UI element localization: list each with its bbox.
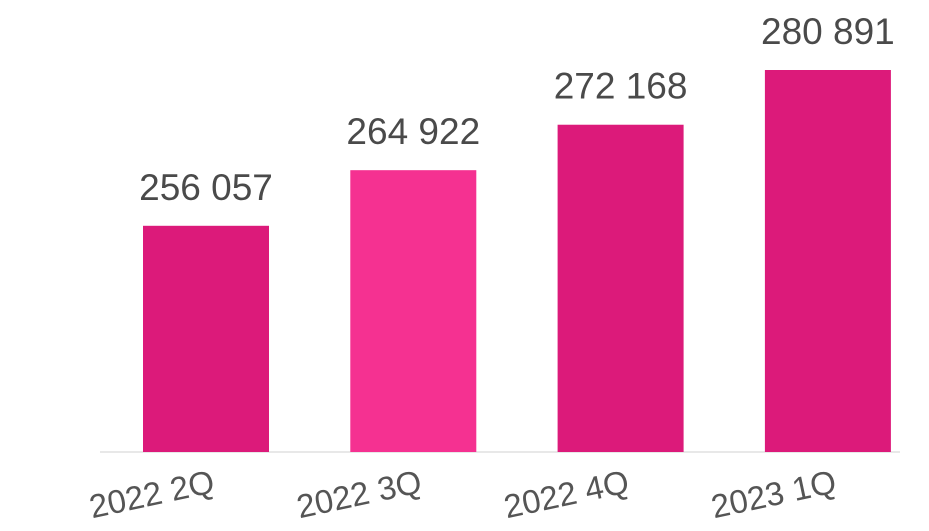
bar-2022-2q	[143, 225, 269, 452]
category-label: 2022 2Q	[86, 463, 218, 526]
value-label: 280 891	[761, 11, 895, 52]
category-labels-group: 2022 2Q 2022 3Q 2022 4Q 2023 1Q	[86, 463, 839, 526]
value-label: 256 057	[139, 167, 273, 208]
bars-group	[143, 70, 891, 452]
bar-2022-4q	[557, 124, 684, 452]
category-label: 2022 4Q	[501, 463, 633, 526]
value-label: 264 922	[346, 111, 480, 152]
value-labels-group: 256 057 264 922 272 168 280 891	[139, 11, 895, 208]
bar-2022-3q	[350, 170, 477, 452]
bar-2023-1q	[764, 70, 891, 452]
value-label: 272 168	[554, 66, 688, 107]
category-label: 2022 3Q	[293, 463, 425, 526]
category-label: 2023 1Q	[708, 463, 840, 526]
